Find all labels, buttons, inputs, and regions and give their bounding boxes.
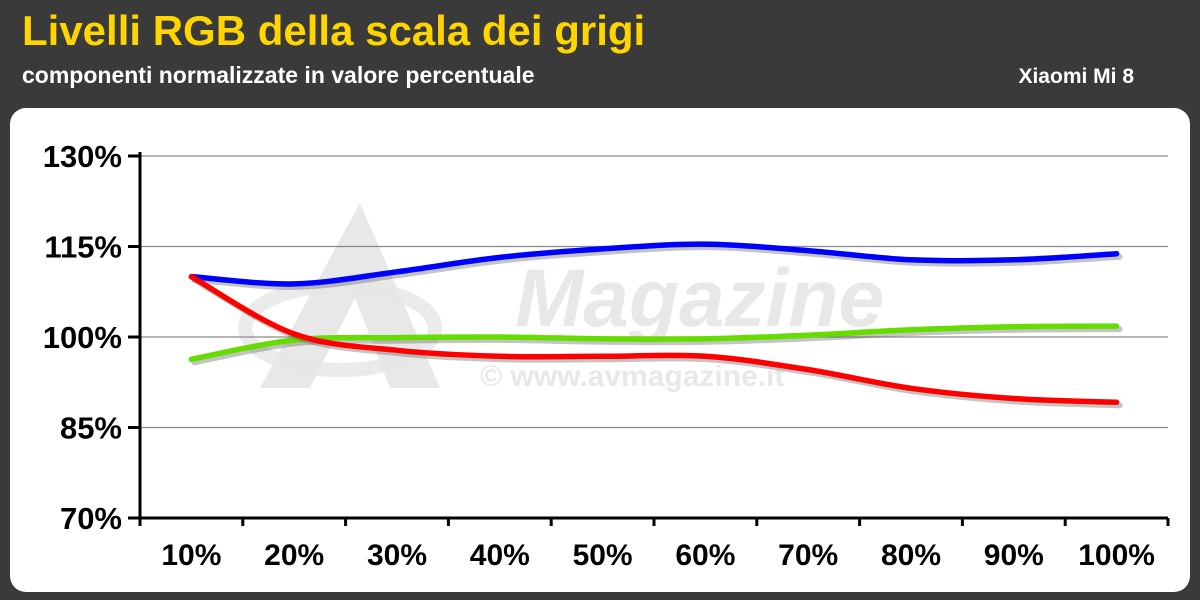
x-tick-label: 100% <box>1078 539 1155 572</box>
series-line-green <box>188 323 1120 363</box>
series-line-blue <box>188 241 1120 287</box>
series-lines <box>188 241 1123 409</box>
watermark-brand: Magazine <box>515 253 884 344</box>
x-tick-label: 40% <box>470 539 530 572</box>
y-tick-label: 85% <box>60 411 122 446</box>
x-tick-label: 20% <box>264 539 324 572</box>
line-chart: Magazine © www.avmagazine.it 70% 85% 100% 1… <box>43 139 1170 572</box>
y-tick-label: 100% <box>43 320 122 355</box>
series-line-green-shadow <box>191 326 1123 366</box>
series-line-red <box>188 273 1120 405</box>
x-tick-label: 80% <box>881 539 941 572</box>
x-tick-label: 30% <box>367 539 427 572</box>
chart-title: Livelli RGB della scala dei grigi <box>22 7 646 54</box>
x-tick-label: 10% <box>161 539 221 572</box>
x-tick-label: 60% <box>675 539 735 572</box>
chart-header: Livelli RGB della scala dei grigi compon… <box>0 0 1200 104</box>
series-line-blue-shadow <box>191 244 1123 290</box>
x-tick-label: 50% <box>573 539 633 572</box>
axes <box>128 152 1170 526</box>
chart-panel: Magazine © www.avmagazine.it 70% 85% 100% 1… <box>10 108 1190 592</box>
device-label: Xiaomi Mi 8 <box>1018 65 1134 88</box>
y-tick-label: 130% <box>43 139 122 174</box>
x-tick-label: 70% <box>778 539 838 572</box>
y-tick-label: 70% <box>60 501 122 536</box>
tick-labels: 70% 85% 100% 115% 130% 10% 20% 30% 40% 50% 60% 70% 8… <box>43 139 1155 572</box>
y-tick-label: 115% <box>44 230 122 265</box>
chart-subtitle: componenti normalizzate in valore percen… <box>22 62 535 88</box>
x-tick-label: 90% <box>984 539 1044 572</box>
watermark-url: © www.avmagazine.it <box>480 360 784 393</box>
